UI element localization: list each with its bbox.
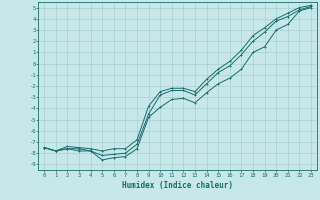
X-axis label: Humidex (Indice chaleur): Humidex (Indice chaleur) <box>122 181 233 190</box>
